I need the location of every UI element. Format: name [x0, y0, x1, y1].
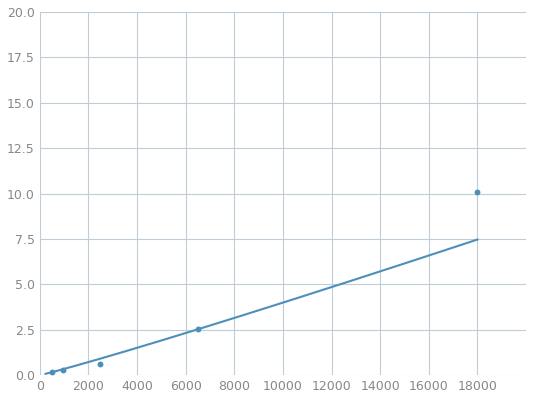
Point [193, 326, 202, 332]
Point [59, 367, 68, 373]
Point [96, 361, 105, 367]
Point [473, 188, 482, 195]
Point [47, 369, 56, 375]
